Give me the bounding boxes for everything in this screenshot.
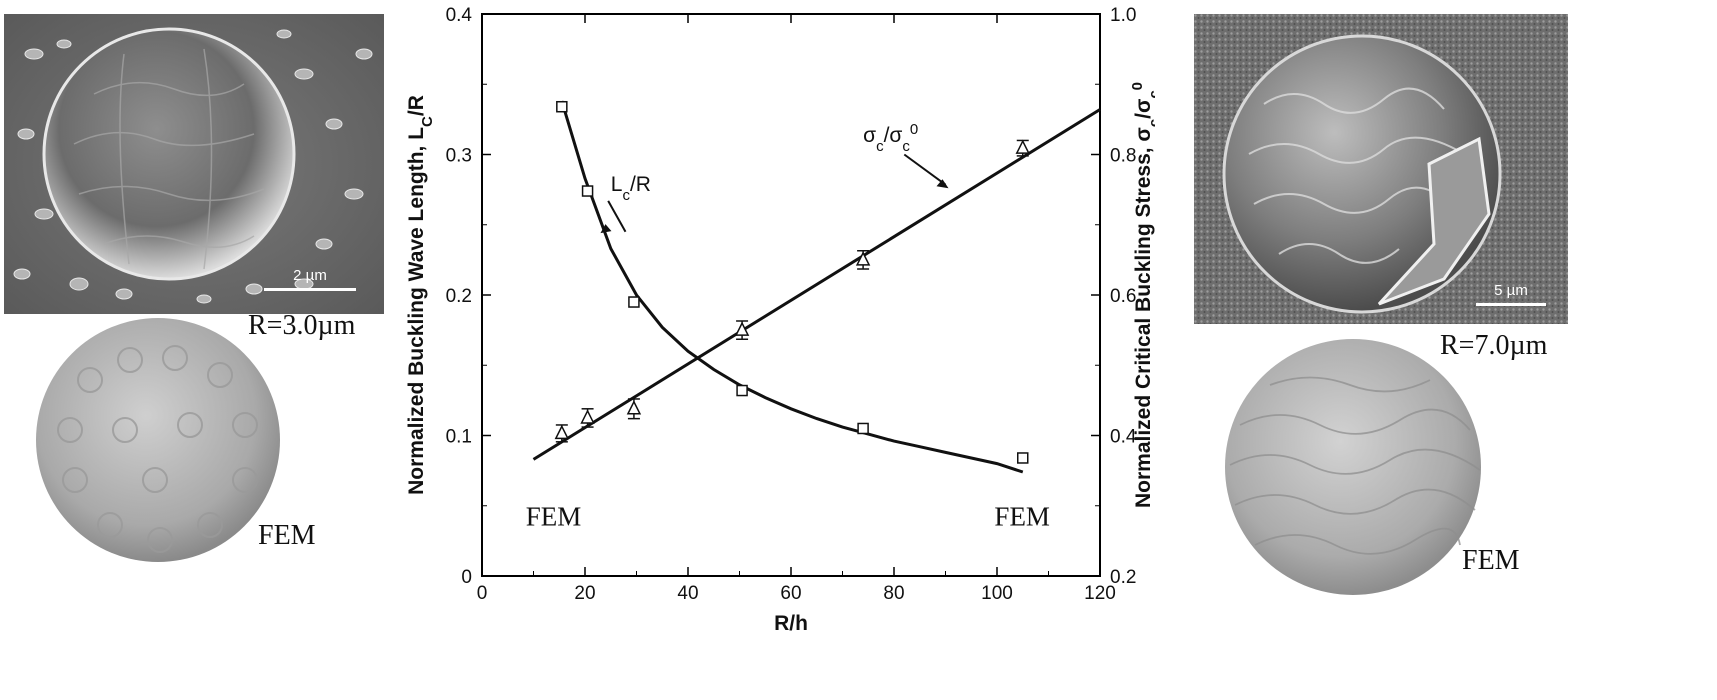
x-tick-label: 100 [981, 583, 1013, 604]
stress-triangle-marker [626, 400, 642, 415]
lc-square-marker [857, 422, 869, 435]
stress-triangle-marker [1015, 139, 1030, 154]
x-tick-label: 60 [780, 583, 801, 604]
right-scale-bar-label: 5 µm [1494, 282, 1528, 299]
fit-curve-0 [560, 100, 1024, 474]
stress-triangle-marker [554, 424, 570, 440]
y-right-tick-label: 1.0 [1110, 5, 1136, 26]
sigma-arrow-head [936, 179, 949, 189]
lc-square-marker [556, 100, 568, 113]
left-panel: 2 µm R=3.0µm FEM [0, 0, 385, 700]
fit-layer [532, 100, 1101, 474]
right-sem-image: 5 µm [1194, 14, 1568, 324]
stress-triangle-marker [734, 321, 750, 336]
left-fem-label: FEM [258, 520, 316, 551]
x-axis-title: R/h [774, 612, 808, 635]
x-tick-label: 120 [1084, 583, 1116, 604]
y-left-tick-label: 0 [461, 567, 472, 588]
buckling-chart: 0 20 40 60 80 100 120 0 0.1 0.2 0.3 0.4 0.2 0.4 0.6 0.8… [405, 5, 1155, 635]
x-tick-label: 40 [677, 583, 698, 604]
y-right-tick-label: 0.8 [1110, 146, 1136, 167]
left-sem-image: 2 µm [4, 14, 384, 314]
right-fem-image [1225, 339, 1481, 595]
x-tick-label: 20 [574, 583, 595, 604]
left-scale-bar-label: 2 µm [293, 267, 327, 284]
left-radius-label: R=3.0µm [248, 310, 356, 341]
left-fem-image [36, 318, 280, 562]
y-right-tick-label: 0.2 [1110, 567, 1136, 588]
axes-layer: 0 20 40 60 80 100 120 0 0.1 0.2 0.3 0.4 0.2 0.4 0.6 0.8… [446, 5, 1137, 604]
lc-square-marker [736, 384, 748, 397]
fem-label-lower-left: FEM [526, 501, 582, 531]
lc-arrow-head [600, 224, 612, 234]
right-panel: 5 µm R=7.0µm FEM [1190, 0, 1717, 700]
y-left-tick-label: 0.3 [446, 146, 472, 167]
lc-square-marker [628, 296, 640, 308]
plot-frame [481, 13, 1101, 577]
lc-square-marker [1017, 452, 1029, 464]
lc-annotation: Lc/R [611, 173, 651, 204]
right-fem-label: FEM [1462, 545, 1520, 576]
y-right-tick-label: 0.6 [1110, 286, 1136, 307]
x-tick-label: 80 [883, 583, 904, 604]
sigma-annotation: σc/σc0 [863, 120, 918, 154]
right-radius-label: R=7.0µm [1440, 330, 1548, 361]
y-left-tick-label: 0.1 [446, 427, 472, 448]
y-left-tick-label: 0.4 [446, 5, 473, 26]
sigma-arrow-line [903, 153, 947, 186]
y-left-axis-title: Normalized Buckling Wave Length, LC/R [405, 95, 436, 495]
stress-triangle-marker [580, 409, 595, 424]
y-right-tick-label: 0.4 [1110, 427, 1137, 448]
y-right-axis-title: Normalized Critical Buckling Stress, σc/… [1129, 82, 1156, 508]
label-layer: R/h Normalized Buckling Wave Length, LC/R… [405, 82, 1155, 635]
fem-label-lower-right: FEM [994, 501, 1050, 531]
stress-triangle-marker [855, 251, 871, 266]
x-tick-label: 0 [477, 583, 488, 604]
y-left-tick-label: 0.2 [446, 286, 472, 307]
fit-curve-1 [532, 108, 1101, 461]
lc-square-marker [581, 185, 594, 197]
lc-arrow-line [607, 200, 627, 233]
marker-layer [554, 100, 1030, 464]
